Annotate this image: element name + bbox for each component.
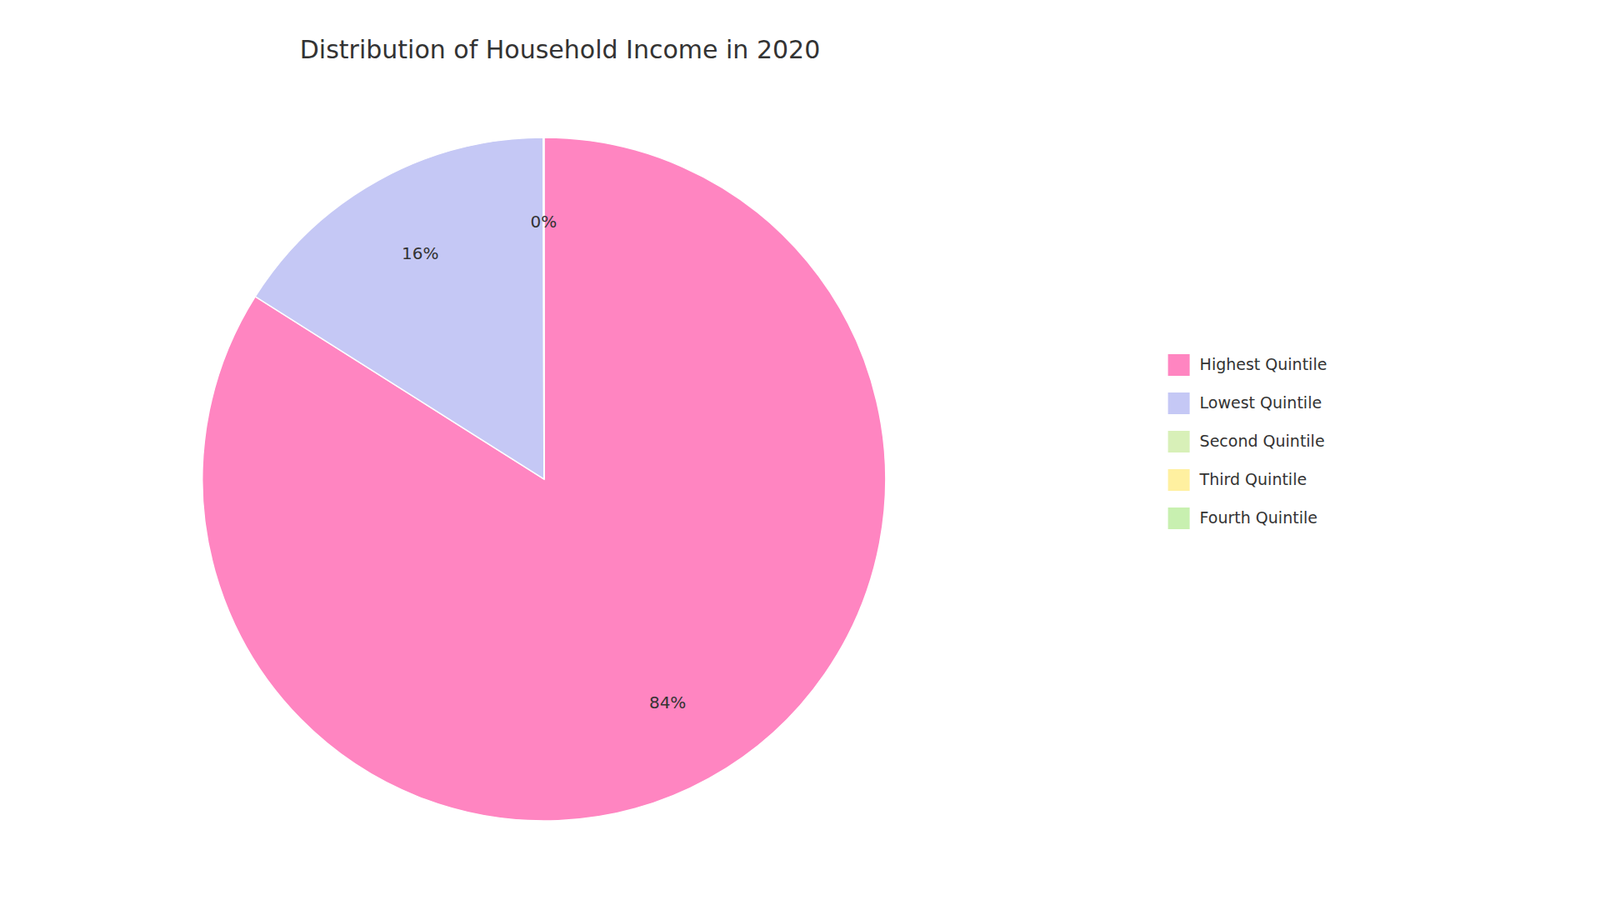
pie-group [202, 137, 886, 821]
legend: Highest Quintile Lowest Quintile Second Qu… [1168, 354, 1328, 530]
pie-slice [543, 137, 545, 480]
legend-label: Highest Quintile [1200, 355, 1328, 374]
pie-slice [542, 137, 545, 480]
legend-swatch [1168, 469, 1190, 491]
pie-slice [255, 137, 545, 480]
data-label: 84% [649, 692, 686, 713]
legend-item: Second Quintile [1168, 430, 1325, 453]
pie-slice [202, 137, 886, 821]
legend-label: Second Quintile [1200, 431, 1325, 450]
legend-item: Lowest Quintile [1168, 392, 1323, 415]
pie-slice [543, 137, 545, 480]
legend-item: Highest Quintile [1168, 354, 1328, 376]
legend-label: Third Quintile [1199, 470, 1308, 489]
legend-label: Lowest Quintile [1200, 393, 1323, 412]
legend-item: Third Quintile [1168, 469, 1308, 491]
legend-swatch [1168, 354, 1190, 376]
legend-swatch [1168, 392, 1190, 415]
legend-swatch [1168, 430, 1190, 453]
data-label: 0% [530, 211, 557, 232]
legend-item: Fourth Quintile [1168, 507, 1318, 530]
chart-root: Distribution of Household Income in 2020… [0, 0, 1600, 900]
legend-label: Fourth Quintile [1200, 508, 1318, 527]
data-label: 16% [401, 243, 439, 264]
data-labels: 84% 16% 0% [401, 211, 686, 713]
chart-title: Distribution of Household Income in 2020 [300, 35, 820, 65]
legend-swatch [1168, 507, 1190, 530]
